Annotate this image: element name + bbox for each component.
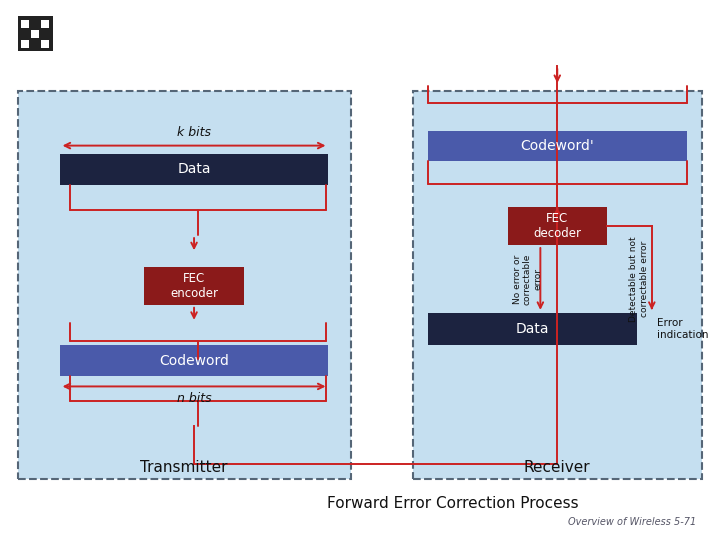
Text: Error
indication: Error indication — [657, 318, 708, 340]
Bar — [21, 20, 29, 28]
Bar — [21, 40, 29, 48]
Bar — [41, 40, 49, 48]
Text: FEC
decoder: FEC decoder — [534, 212, 581, 240]
Bar — [60, 153, 328, 185]
Text: Data: Data — [516, 322, 549, 336]
Bar — [144, 267, 244, 305]
Text: Receiver: Receiver — [524, 460, 590, 475]
Text: Overview of Wireless 5-71: Overview of Wireless 5-71 — [568, 517, 696, 526]
Text: FEC
encoder: FEC encoder — [170, 272, 218, 300]
Bar — [60, 345, 328, 376]
Bar — [18, 91, 351, 479]
Bar — [508, 207, 607, 245]
Bar — [428, 313, 637, 345]
Bar — [413, 91, 701, 479]
Bar — [41, 20, 49, 28]
Text: No error or
correctable
error: No error or correctable error — [513, 253, 542, 305]
Bar — [428, 131, 687, 160]
Bar — [31, 30, 39, 38]
Text: Codeword: Codeword — [159, 354, 229, 368]
Text: Forward Error Correction Process: Forward Error Correction Process — [327, 496, 579, 511]
Text: k bits: k bits — [177, 126, 211, 139]
Text: Transmitter: Transmitter — [140, 460, 228, 475]
Text: Detectable but not
correctable error: Detectable but not correctable error — [629, 236, 649, 322]
Bar — [18, 16, 53, 51]
Text: Data: Data — [177, 163, 211, 177]
Text: Codeword': Codeword' — [521, 139, 594, 153]
Text: n bits: n bits — [176, 393, 212, 406]
